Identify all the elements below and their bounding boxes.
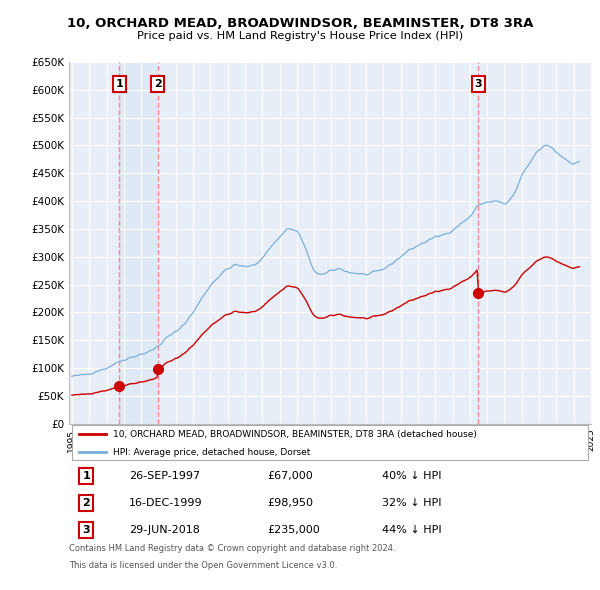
Text: 10, ORCHARD MEAD, BROADWINDSOR, BEAMINSTER, DT8 3RA: 10, ORCHARD MEAD, BROADWINDSOR, BEAMINST… — [67, 17, 533, 30]
Text: 29-JUN-2018: 29-JUN-2018 — [129, 525, 200, 535]
Text: 3: 3 — [475, 79, 482, 89]
Text: 2: 2 — [82, 498, 90, 508]
Text: 10, ORCHARD MEAD, BROADWINDSOR, BEAMINSTER, DT8 3RA (detached house): 10, ORCHARD MEAD, BROADWINDSOR, BEAMINST… — [113, 430, 477, 439]
Text: 3: 3 — [82, 525, 90, 535]
FancyBboxPatch shape — [71, 425, 589, 460]
Text: 2: 2 — [154, 79, 161, 89]
Text: 16-DEC-1999: 16-DEC-1999 — [129, 498, 203, 508]
Bar — [119, 62, 158, 424]
Text: HPI: Average price, detached house, Dorset: HPI: Average price, detached house, Dors… — [113, 448, 311, 457]
Text: 26-SEP-1997: 26-SEP-1997 — [129, 471, 200, 481]
Text: £98,950: £98,950 — [268, 498, 313, 508]
Text: Contains HM Land Registry data © Crown copyright and database right 2024.: Contains HM Land Registry data © Crown c… — [69, 544, 395, 553]
Text: 1: 1 — [82, 471, 90, 481]
Text: 32% ↓ HPI: 32% ↓ HPI — [382, 498, 442, 508]
Text: 40% ↓ HPI: 40% ↓ HPI — [382, 471, 442, 481]
Text: 44% ↓ HPI: 44% ↓ HPI — [382, 525, 442, 535]
Text: 1: 1 — [115, 79, 123, 89]
Text: £67,000: £67,000 — [268, 471, 313, 481]
Text: £235,000: £235,000 — [268, 525, 320, 535]
Text: This data is licensed under the Open Government Licence v3.0.: This data is licensed under the Open Gov… — [69, 561, 337, 571]
Text: Price paid vs. HM Land Registry's House Price Index (HPI): Price paid vs. HM Land Registry's House … — [137, 31, 463, 41]
